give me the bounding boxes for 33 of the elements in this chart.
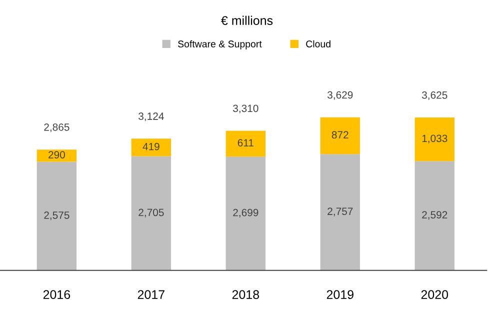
total-label: 3,629 [328,91,353,100]
x-tick-label: 2020 [421,290,448,299]
chart-title: € millions [221,16,273,25]
data-label: 2,575 [44,212,70,220]
data-label: 2,757 [328,208,353,216]
legend-label: Cloud [306,40,330,48]
bar [131,138,172,156]
bar [226,156,266,270]
bar [320,117,360,154]
bar [414,161,454,270]
x-tick-label: 2017 [138,290,164,299]
data-label: 419 [142,142,160,150]
x-tick-label: 2016 [43,290,70,299]
data-label: 2,592 [422,211,448,220]
data-label: 2,705 [138,208,164,218]
data-label: 872 [332,131,348,139]
bar [226,130,266,157]
total-label: 3,625 [422,91,448,100]
bar [414,118,454,162]
data-label: 290 [48,151,65,158]
bar [36,150,77,162]
bar [320,154,360,270]
legend-label: Software & Support [178,40,262,50]
data-label: 1,033 [422,134,448,144]
total-label: 2,865 [44,123,70,132]
x-tick-label: 2019 [326,290,354,299]
x-tick-label: 2018 [232,290,260,299]
bar [131,156,172,270]
data-label: 611 [238,139,254,146]
bar [36,162,77,270]
total-label: 3,124 [138,112,164,122]
data-label: 2,699 [233,208,258,218]
total-label: 3,310 [233,104,258,114]
